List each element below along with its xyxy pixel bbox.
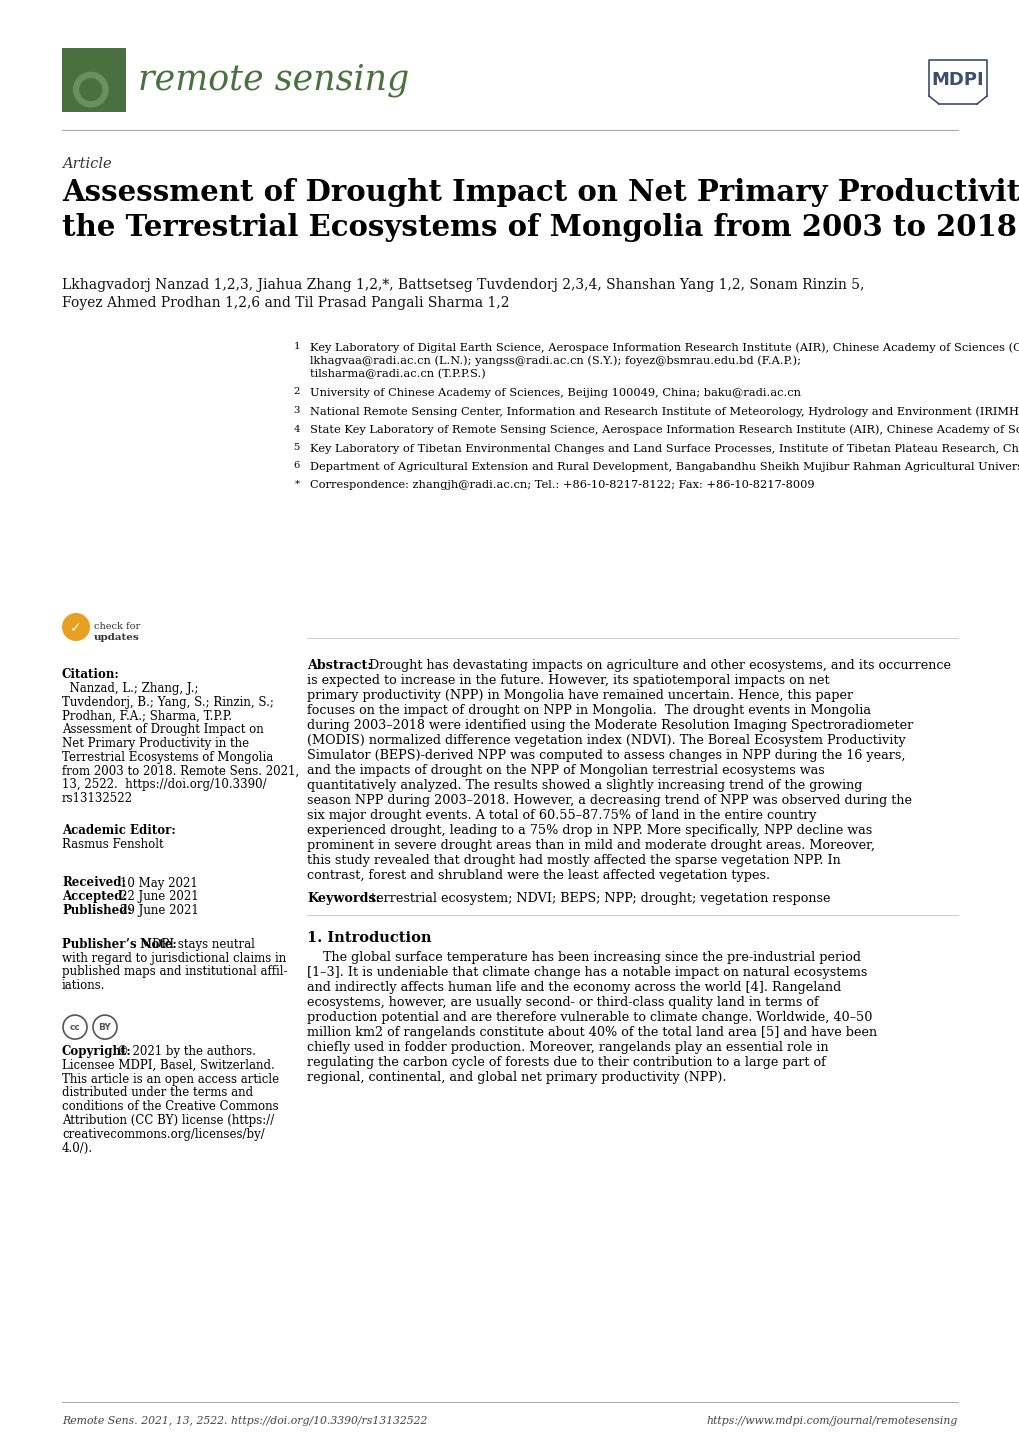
- Text: creativecommons.org/licenses/by/: creativecommons.org/licenses/by/: [62, 1128, 265, 1141]
- Text: quantitatively analyzed. The results showed a slightly increasing trend of the g: quantitatively analyzed. The results sho…: [307, 779, 861, 792]
- Text: conditions of the Creative Commons: conditions of the Creative Commons: [62, 1100, 278, 1113]
- Text: tilsharma@radi.ac.cn (T.P.P.S.): tilsharma@radi.ac.cn (T.P.P.S.): [310, 369, 485, 379]
- Text: Keywords:: Keywords:: [307, 893, 380, 906]
- Text: lkhagvaa@radi.ac.cn (L.N.); yangss@radi.ac.cn (S.Y.); foyez@bsmrau.edu.bd (F.A.P: lkhagvaa@radi.ac.cn (L.N.); yangss@radi.…: [310, 356, 800, 366]
- Text: 10 May 2021: 10 May 2021: [120, 877, 198, 890]
- Text: focuses on the impact of drought on NPP in Mongolia.  The drought events in Mong: focuses on the impact of drought on NPP …: [307, 704, 870, 717]
- Text: MDPI stays neutral: MDPI stays neutral: [140, 937, 255, 950]
- Text: 5: 5: [293, 443, 300, 451]
- Text: Key Laboratory of Tibetan Environmental Changes and Land Surface Processes, Inst: Key Laboratory of Tibetan Environmental …: [310, 443, 1019, 454]
- Text: Net Primary Productivity in the: Net Primary Productivity in the: [62, 737, 249, 750]
- Text: regulating the carbon cycle of forests due to their contribution to a large part: regulating the carbon cycle of forests d…: [307, 1056, 825, 1069]
- Text: and indirectly affects human life and the economy across the world [4]. Rangelan: and indirectly affects human life and th…: [307, 981, 841, 994]
- Text: rs13132522: rs13132522: [62, 792, 132, 805]
- Text: © 2021 by the authors.: © 2021 by the authors.: [117, 1045, 256, 1058]
- Text: regional, continental, and global net primary productivity (NPP).: regional, continental, and global net pr…: [307, 1071, 726, 1084]
- Text: six major drought events. A total of 60.55–87.75% of land in the entire country: six major drought events. A total of 60.…: [307, 809, 815, 822]
- Text: 4: 4: [293, 424, 300, 434]
- Text: 6: 6: [293, 461, 300, 470]
- Text: Published:: Published:: [62, 904, 131, 917]
- Text: updates: updates: [94, 633, 140, 642]
- Text: ecosystems, however, are usually second- or third-class quality land in terms of: ecosystems, however, are usually second-…: [307, 996, 818, 1009]
- Text: from 2003 to 2018. Remote Sens. 2021,: from 2003 to 2018. Remote Sens. 2021,: [62, 764, 299, 777]
- Text: (MODIS) normalized difference vegetation index (NDVI). The Boreal Ecosystem Prod: (MODIS) normalized difference vegetation…: [307, 734, 905, 747]
- Text: Terrestrial Ecosystems of Mongolia: Terrestrial Ecosystems of Mongolia: [62, 751, 273, 764]
- Text: Nanzad, L.; Zhang, J.;: Nanzad, L.; Zhang, J.;: [62, 682, 199, 695]
- Text: remote sensing: remote sensing: [138, 63, 409, 97]
- Circle shape: [72, 72, 109, 108]
- Text: chiefly used in fodder production. Moreover, rangelands play an essential role i: chiefly used in fodder production. Moreo…: [307, 1041, 827, 1054]
- Text: Prodhan, F.A.; Sharma, T.P.P.: Prodhan, F.A.; Sharma, T.P.P.: [62, 709, 231, 722]
- Text: Publisher’s Note:: Publisher’s Note:: [62, 937, 176, 950]
- Text: University of Chinese Academy of Sciences, Beijing 100049, China; baku@radi.ac.c: University of Chinese Academy of Science…: [310, 388, 800, 398]
- Text: State Key Laboratory of Remote Sensing Science, Aerospace Information Research I: State Key Laboratory of Remote Sensing S…: [310, 424, 1019, 435]
- Text: terrestrial ecosystem; NDVI; BEPS; NPP; drought; vegetation response: terrestrial ecosystem; NDVI; BEPS; NPP; …: [371, 893, 829, 906]
- Text: check for: check for: [94, 622, 141, 632]
- Text: *: *: [294, 480, 300, 489]
- Text: Key Laboratory of Digital Earth Science, Aerospace Information Research Institut: Key Laboratory of Digital Earth Science,…: [310, 342, 1019, 352]
- Text: million km2 of rangelands constitute about 40% of the total land area [5] and ha: million km2 of rangelands constitute abo…: [307, 1027, 876, 1040]
- Text: 3: 3: [293, 407, 300, 415]
- Text: Tuvdendorj, B.; Yang, S.; Rinzin, S.;: Tuvdendorj, B.; Yang, S.; Rinzin, S.;: [62, 695, 274, 708]
- Text: distributed under the terms and: distributed under the terms and: [62, 1086, 253, 1099]
- Text: and the impacts of drought on the NPP of Mongolian terrestrial ecosystems was: and the impacts of drought on the NPP of…: [307, 764, 824, 777]
- Circle shape: [79, 78, 102, 101]
- Text: National Remote Sensing Center, Information and Research Institute of Meteorolog: National Remote Sensing Center, Informat…: [310, 407, 1019, 417]
- Text: 1. Introduction: 1. Introduction: [307, 932, 431, 945]
- Text: 1: 1: [293, 342, 300, 350]
- Text: [1–3]. It is undeniable that climate change has a notable impact on natural ecos: [1–3]. It is undeniable that climate cha…: [307, 966, 866, 979]
- Text: production potential and are therefore vulnerable to climate change. Worldwide, : production potential and are therefore v…: [307, 1011, 871, 1024]
- Text: Abstract:: Abstract:: [307, 659, 372, 672]
- Text: Department of Agricultural Extension and Rural Development, Bangabandhu Sheikh M: Department of Agricultural Extension and…: [310, 461, 1019, 472]
- Text: Copyright:: Copyright:: [62, 1045, 131, 1058]
- Text: cc: cc: [69, 1022, 81, 1031]
- Text: prominent in severe drought areas than in mild and moderate drought areas. Moreo: prominent in severe drought areas than i…: [307, 839, 874, 852]
- Text: Remote Sens. 2021, 13, 2522. https://doi.org/10.3390/rs13132522: Remote Sens. 2021, 13, 2522. https://doi…: [62, 1416, 427, 1426]
- Text: ✓: ✓: [70, 622, 82, 634]
- Text: Attribution (CC BY) license (https://: Attribution (CC BY) license (https://: [62, 1115, 274, 1128]
- Text: 29 June 2021: 29 June 2021: [120, 904, 199, 917]
- Text: 4.0/).: 4.0/).: [62, 1142, 93, 1155]
- Text: Article: Article: [62, 157, 111, 172]
- Text: Correspondence: zhangjh@radi.ac.cn; Tel.: +86-10-8217-8122; Fax: +86-10-8217-800: Correspondence: zhangjh@radi.ac.cn; Tel.…: [310, 480, 814, 490]
- Text: published maps and institutional affil-: published maps and institutional affil-: [62, 966, 287, 979]
- Text: Drought has devastating impacts on agriculture and other ecosystems, and its occ: Drought has devastating impacts on agric…: [365, 659, 950, 672]
- Circle shape: [62, 613, 90, 642]
- Text: Foyez Ahmed Prodhan 1,2,6 and Til Prasad Pangali Sharma 1,2: Foyez Ahmed Prodhan 1,2,6 and Til Prasad…: [62, 296, 510, 310]
- Text: contrast, forest and shrubland were the least affected vegetation types.: contrast, forest and shrubland were the …: [307, 870, 769, 883]
- Text: BY: BY: [99, 1022, 111, 1031]
- Text: Simulator (BEPS)-derived NPP was computed to assess changes in NPP during the 16: Simulator (BEPS)-derived NPP was compute…: [307, 748, 905, 761]
- Text: 22 June 2021: 22 June 2021: [120, 890, 199, 903]
- Text: https://www.mdpi.com/journal/remotesensing: https://www.mdpi.com/journal/remotesensi…: [706, 1416, 957, 1426]
- Text: iations.: iations.: [62, 979, 105, 992]
- Text: Rasmus Fensholt: Rasmus Fensholt: [62, 838, 163, 851]
- Text: The global surface temperature has been increasing since the pre-industrial peri: The global surface temperature has been …: [307, 952, 860, 965]
- Text: Accepted:: Accepted:: [62, 890, 126, 903]
- Text: Received:: Received:: [62, 877, 125, 890]
- Text: with regard to jurisdictional claims in: with regard to jurisdictional claims in: [62, 952, 286, 965]
- Text: Assessment of Drought Impact on Net Primary Productivity in
the Terrestrial Ecos: Assessment of Drought Impact on Net Prim…: [62, 177, 1019, 242]
- Text: during 2003–2018 were identified using the Moderate Resolution Imaging Spectrora: during 2003–2018 were identified using t…: [307, 720, 912, 733]
- Text: 2: 2: [293, 388, 300, 397]
- Text: season NPP during 2003–2018. However, a decreasing trend of NPP was observed dur: season NPP during 2003–2018. However, a …: [307, 795, 911, 808]
- Text: experienced drought, leading to a 75% drop in NPP. More specifically, NPP declin: experienced drought, leading to a 75% dr…: [307, 823, 871, 836]
- Text: is expected to increase in the future. However, its spatiotemporal impacts on ne: is expected to increase in the future. H…: [307, 673, 828, 686]
- Bar: [62, 48, 126, 112]
- Text: this study revealed that drought had mostly affected the sparse vegetation NPP. : this study revealed that drought had mos…: [307, 854, 840, 867]
- Text: Lkhagvadorj Nanzad 1,2,3, Jiahua Zhang 1,2,*, Battsetseg Tuvdendorj 2,3,4, Shans: Lkhagvadorj Nanzad 1,2,3, Jiahua Zhang 1…: [62, 278, 863, 291]
- Text: Licensee MDPI, Basel, Switzerland.: Licensee MDPI, Basel, Switzerland.: [62, 1058, 274, 1071]
- Text: Citation:: Citation:: [62, 668, 119, 681]
- Text: Academic Editor:: Academic Editor:: [62, 823, 175, 836]
- Text: Assessment of Drought Impact on: Assessment of Drought Impact on: [62, 724, 264, 737]
- Text: primary productivity (NPP) in Mongolia have remained uncertain. Hence, this pape: primary productivity (NPP) in Mongolia h…: [307, 689, 852, 702]
- Text: This article is an open access article: This article is an open access article: [62, 1073, 279, 1086]
- Text: MDPI: MDPI: [930, 71, 983, 89]
- Text: 13, 2522.  https://doi.org/10.3390/: 13, 2522. https://doi.org/10.3390/: [62, 779, 266, 792]
